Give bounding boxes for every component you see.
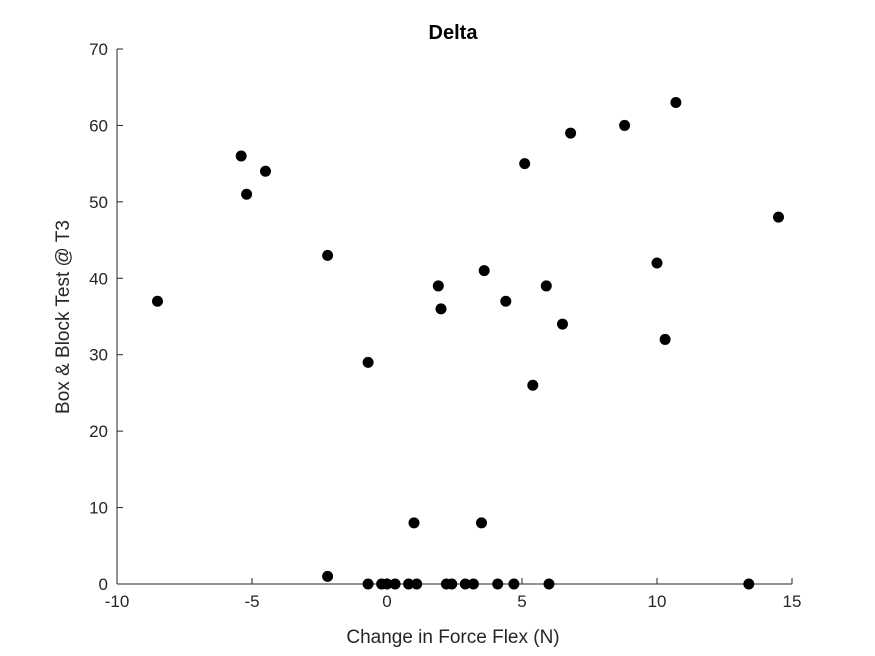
x-tick-label: -5 [244, 592, 259, 611]
data-point [500, 295, 512, 307]
y-axis-label: Box & Block Test @ T3 [53, 220, 74, 414]
data-point [651, 257, 663, 269]
data-point [773, 211, 784, 223]
data-point [403, 578, 415, 590]
data-point [527, 379, 539, 391]
data-point [492, 578, 504, 590]
y-tick-label: 10 [89, 499, 108, 518]
data-point [543, 578, 555, 590]
x-tick-label: -10 [105, 592, 130, 611]
data-point [435, 303, 447, 315]
data-point [235, 150, 247, 162]
data-point [152, 295, 163, 307]
data-point [408, 517, 420, 529]
x-tick-label: 10 [648, 592, 667, 611]
data-point [411, 578, 423, 590]
data-point [241, 188, 253, 200]
data-point [362, 356, 374, 368]
data-point [619, 119, 631, 131]
data-point [565, 127, 577, 139]
plot-axes: -10 -5 0 5 10 15 0 10 20 30 40 50 60 70 [89, 40, 801, 611]
x-tick-label: 15 [783, 592, 802, 611]
data-point [508, 578, 520, 590]
data-point [659, 333, 671, 345]
data-point [432, 280, 444, 292]
x-tick-label: 5 [517, 592, 526, 611]
data-point [670, 97, 682, 108]
y-tick-label: 30 [89, 346, 108, 365]
data-point [476, 517, 487, 529]
x-tick-label: 0 [382, 592, 391, 611]
y-tick-label: 60 [89, 116, 108, 135]
data-point [540, 280, 552, 292]
data-point [381, 578, 393, 590]
data-point [322, 570, 334, 582]
data-point [446, 578, 458, 590]
chart-title: Delta [429, 22, 479, 44]
y-tick-label: 0 [99, 575, 108, 594]
data-point [459, 578, 471, 590]
data-point [362, 578, 374, 590]
data-point [743, 578, 755, 590]
data-point [389, 578, 401, 590]
y-tick-label: 40 [89, 269, 108, 288]
data-points [152, 97, 784, 590]
data-point [519, 158, 531, 170]
y-tick-label: 70 [89, 40, 108, 59]
data-point [467, 578, 479, 590]
y-tick-label: 50 [89, 193, 108, 212]
data-point [260, 165, 271, 177]
y-tick-label: 20 [89, 422, 108, 441]
data-point [322, 249, 334, 261]
x-axis-label: Change in Force Flex (N) [346, 627, 559, 648]
data-point [557, 318, 568, 330]
data-point [478, 265, 490, 277]
